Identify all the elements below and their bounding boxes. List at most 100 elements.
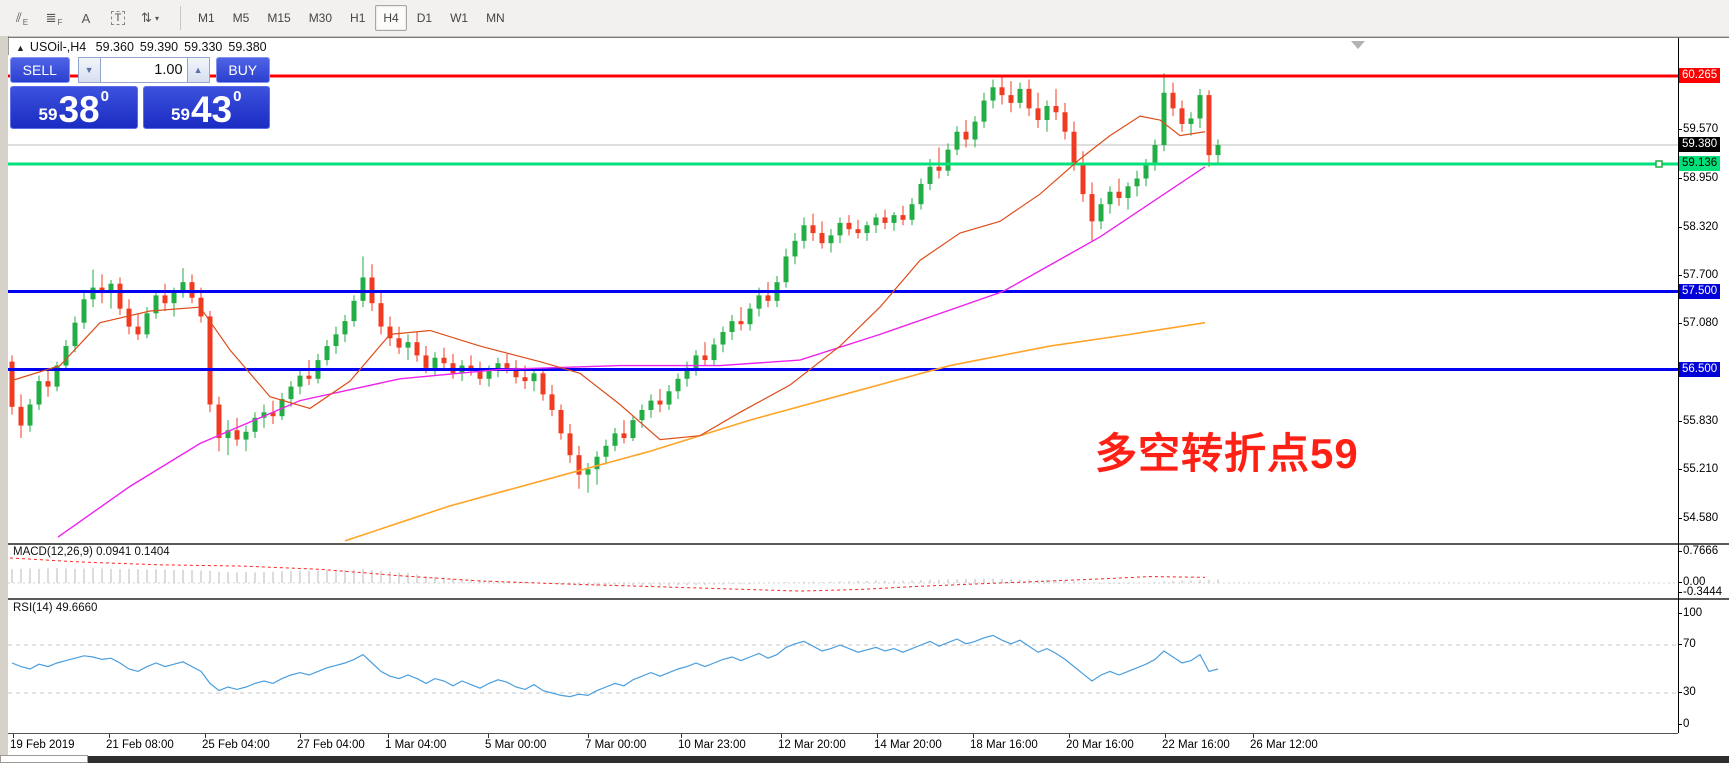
timeframe-M15[interactable]: M15 [267,11,291,25]
macd-panel[interactable] [8,545,1678,598]
price-badge-black: 59.380 [1679,137,1721,152]
price-tick: 100 [1678,607,1703,619]
panel-collapse-icon[interactable]: ▲ [16,43,25,53]
status-box [0,755,88,763]
sell-price-small: 59 [38,105,58,124]
time-tick [388,734,389,738]
high-value: 59.390 [139,40,179,54]
price-tick: -0.3444 [1678,586,1723,598]
time-axis[interactable]: 19 Feb 2019 21 Feb 08:00 25 Feb 04:00 27 Fe… [8,733,1678,758]
rsi-line [11,634,1219,698]
time-label: 12 Mar 20:00 [778,739,846,751]
timeframe-M30[interactable]: M30 [308,11,333,25]
hline-handle[interactable] [1655,160,1663,168]
chart-shift-marker[interactable] [1351,41,1365,49]
main-price-chart[interactable] [8,55,1678,543]
price-scale[interactable]: 60.265 59.570 59.380 59.136 58.950 58.320 57.7… [1678,38,1729,733]
panel-divider[interactable] [8,598,1729,600]
sell-price-sup: 0 [100,88,109,105]
time-tick [109,734,110,738]
toolbar: ⫽ E ≣ F A T ⇅ ▾ M1 M5 M15 M30 H1 H4 D1 W1 MN [0,0,1729,37]
price-badge-green: 59.136 [1679,156,1721,171]
symbol-timeframe-label: USOil-,H4 [29,40,87,54]
time-tick [488,734,489,738]
time-tick [1069,734,1070,738]
time-tick [681,734,682,738]
price-tick: 59.570 [1678,123,1719,135]
time-tick [13,734,14,738]
time-label: 5 Mar 00:00 [485,739,547,751]
close-value: 59.380 [228,40,267,54]
toolbar-draw-icons: ⫽ E ≣ F A T ⇅ ▾ [6,4,166,32]
price-tick: 54.580 [1678,512,1719,524]
time-label: 19 Feb 2019 [10,739,75,751]
time-label: 20 Mar 16:00 [1066,739,1134,751]
time-label: 7 Mar 00:00 [585,739,647,751]
time-label: 18 Mar 16:00 [970,739,1038,751]
price-tick: 58.320 [1678,221,1719,233]
price-tick: 58.950 [1678,172,1719,184]
sell-button[interactable]: SELL [10,57,70,83]
time-label: 26 Mar 12:00 [1250,739,1318,751]
open-value: 59.360 [95,40,134,54]
volume-decrease-button[interactable]: ▼ [77,57,101,83]
price-badge-red: 60.265 [1679,68,1721,83]
price-tick: 57.080 [1678,317,1719,329]
fibonacci-lines-icon[interactable]: ≣ F [45,10,63,27]
equidistant-channel-icon[interactable]: ⫽ E [15,10,29,27]
timeframe-D1[interactable]: D1 [416,11,433,25]
time-label: 14 Mar 20:00 [874,739,942,751]
price-badge-blue: 56.500 [1679,362,1721,377]
low-value: 59.330 [184,40,223,54]
time-label: 22 Mar 16:00 [1162,739,1230,751]
toolbar-separator [180,6,181,30]
timeframe-toolbar: M1 M5 M15 M30 H1 H4 D1 W1 MN [189,5,514,31]
text-label-icon[interactable]: A [81,10,91,26]
price-tick: 30 [1679,686,1696,698]
time-tick [588,734,589,738]
time-label: 21 Feb 08:00 [106,739,174,751]
timeframe-M5[interactable]: M5 [232,11,250,25]
time-label: 25 Feb 04:00 [202,739,270,751]
annotation-text: 多空转折点59 [1095,430,1359,477]
buy-price-small: 59 [171,105,190,124]
time-tick [205,734,206,738]
timeframe-W1[interactable]: W1 [450,11,469,25]
timeframe-M1[interactable]: M1 [198,11,215,25]
time-tick [973,734,974,738]
buy-price-sup: 0 [233,88,242,105]
macd-signal-line [9,557,1206,592]
text-box-icon[interactable]: T [104,4,132,32]
volume-increase-button[interactable]: ▲ [186,57,210,83]
chart-ohlc-header: ▲ USOil-,H4 59.360 59.390 59.330 59.380 [16,40,273,55]
price-tick: 55.830 [1678,415,1719,427]
time-tick [1253,734,1254,738]
rsi-label: RSI(14) 49.6660 [13,602,98,614]
chart-window-border [8,37,1729,38]
status-strip [0,756,1729,763]
sell-price-big: 38 [58,88,100,130]
time-tick [781,734,782,738]
panel-divider[interactable] [8,543,1729,545]
rsi-panel[interactable] [8,600,1678,733]
sell-price-tile[interactable]: 59 38 0 [10,86,138,129]
arrow-objects-icon[interactable]: ⇅ ▾ [141,10,159,25]
time-label: 27 Feb 04:00 [297,739,365,751]
time-tick [1165,734,1166,738]
timeframe-H1[interactable]: H1 [350,11,366,25]
price-tick: 0.7666 [1678,545,1719,557]
time-label: 1 Mar 04:00 [385,739,447,751]
time-tick [300,734,301,738]
macd-label: MACD(12,26,9) 0.0941 0.1404 [13,546,170,558]
buy-price-big: 43 [190,88,233,130]
buy-button[interactable]: BUY [215,57,270,83]
price-badge-blue: 57.500 [1679,284,1721,299]
candles-layer [9,73,1221,493]
timeframe-MN[interactable]: MN [486,11,505,25]
buy-price-tile[interactable]: 59 43 0 [142,86,270,130]
volume-input[interactable] [100,57,187,83]
timeframe-H4[interactable]: H4 [375,5,407,31]
price-tick: 55.210 [1678,463,1719,475]
